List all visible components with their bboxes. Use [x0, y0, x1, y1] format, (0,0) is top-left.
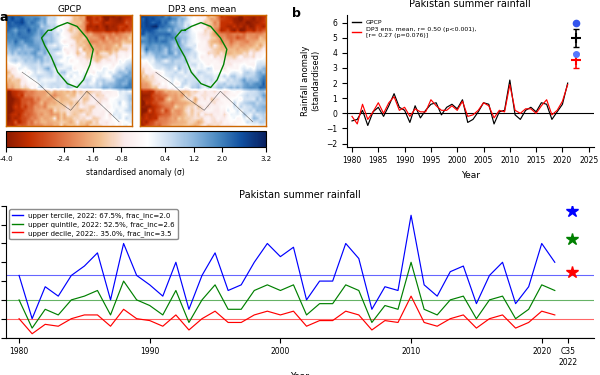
X-axis label: Year: Year	[290, 372, 310, 375]
X-axis label: Year: Year	[461, 171, 480, 180]
Legend: GPCP, DP3 ens. mean, r= 0.50 (p<0.001),
[r= 0.27 (p=0.076)]: GPCP, DP3 ens. mean, r= 0.50 (p<0.001), …	[350, 18, 478, 40]
X-axis label: standardised anomaly (σ): standardised anomaly (σ)	[86, 168, 185, 177]
Text: b: b	[292, 7, 301, 20]
Legend: upper tercile, 2022: 67.5%, frac_inc=2.0, upper quintile, 2022: 52.5%, frac_inc=: upper tercile, 2022: 67.5%, frac_inc=2.0…	[10, 209, 178, 239]
Y-axis label: Rainfall anomaly
(standardised): Rainfall anomaly (standardised)	[301, 46, 320, 116]
Title: DP3 ens. mean: DP3 ens. mean	[169, 5, 237, 14]
Title: Pakistan summer rainfall: Pakistan summer rainfall	[409, 0, 531, 9]
Text: a: a	[0, 11, 8, 24]
Title: GPCP: GPCP	[57, 5, 81, 14]
Title: Pakistan summer rainfall: Pakistan summer rainfall	[239, 189, 361, 200]
